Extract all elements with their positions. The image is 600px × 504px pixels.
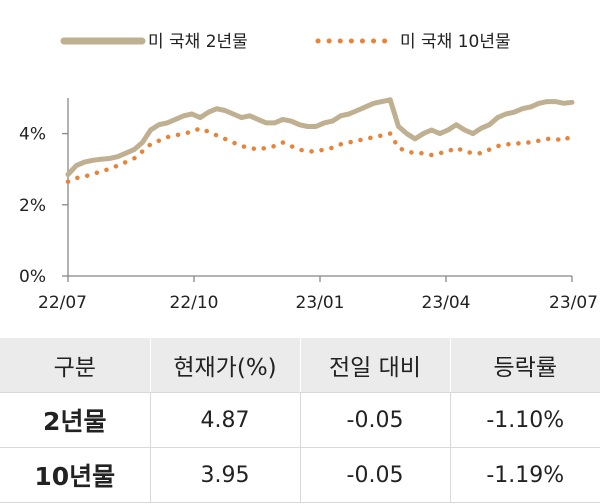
y-axis: 0% 2% 4%: [19, 98, 69, 287]
change-cell: -0.05: [300, 392, 451, 448]
table-row: 10년물 3.95 -0.05 -1.19%: [0, 447, 600, 503]
table-row: 2년물 4.87 -0.05 -1.10%: [0, 392, 600, 448]
change-cell: -0.05: [300, 447, 451, 503]
header-category: 구분: [0, 338, 151, 393]
x-tick-label: 23/07: [549, 293, 598, 313]
series-line-10y: [65, 126, 575, 184]
yield-chart: 미 국채 2년물 미 국채 10년물 0% 2% 4% 22/07 22/10 23/0…: [19, 32, 598, 313]
x-tick-label: 23/01: [296, 293, 345, 313]
x-tick-label: 22/10: [170, 293, 219, 313]
y-tick-label: 2%: [19, 196, 46, 216]
legend-label-2y: 미 국채 2년물: [148, 32, 248, 52]
y-tick-label: 4%: [19, 125, 46, 145]
x-tick-label: 22/07: [38, 293, 87, 313]
price-cell: 4.87: [150, 392, 301, 448]
header-change: 전일 대비: [300, 338, 451, 393]
y-tick-label: 0%: [19, 267, 46, 287]
header-rate: 등락률: [450, 338, 600, 393]
series-line-2y: [65, 97, 575, 177]
price-cell: 3.95: [150, 447, 301, 503]
legend-label-10y: 미 국채 10년물: [400, 32, 511, 52]
legend: 미 국채 2년물 미 국채 10년물: [60, 32, 511, 52]
rate-cell: -1.19%: [450, 447, 600, 503]
x-tick-label: 23/04: [422, 293, 471, 313]
x-axis: 22/07 22/10 23/01 23/04 23/07: [38, 275, 598, 313]
table-header-row: 구분 현재가(%) 전일 대비 등락률: [0, 338, 600, 393]
yield-summary-table: 구분 현재가(%) 전일 대비 등락률 2년물 4.87 -0.05 -1.10…: [0, 338, 600, 503]
rate-cell: -1.10%: [450, 392, 600, 448]
header-price: 현재가(%): [150, 338, 301, 393]
plot-lines: [65, 97, 575, 184]
row-label: 10년물: [0, 447, 151, 503]
row-label: 2년물: [0, 392, 151, 448]
